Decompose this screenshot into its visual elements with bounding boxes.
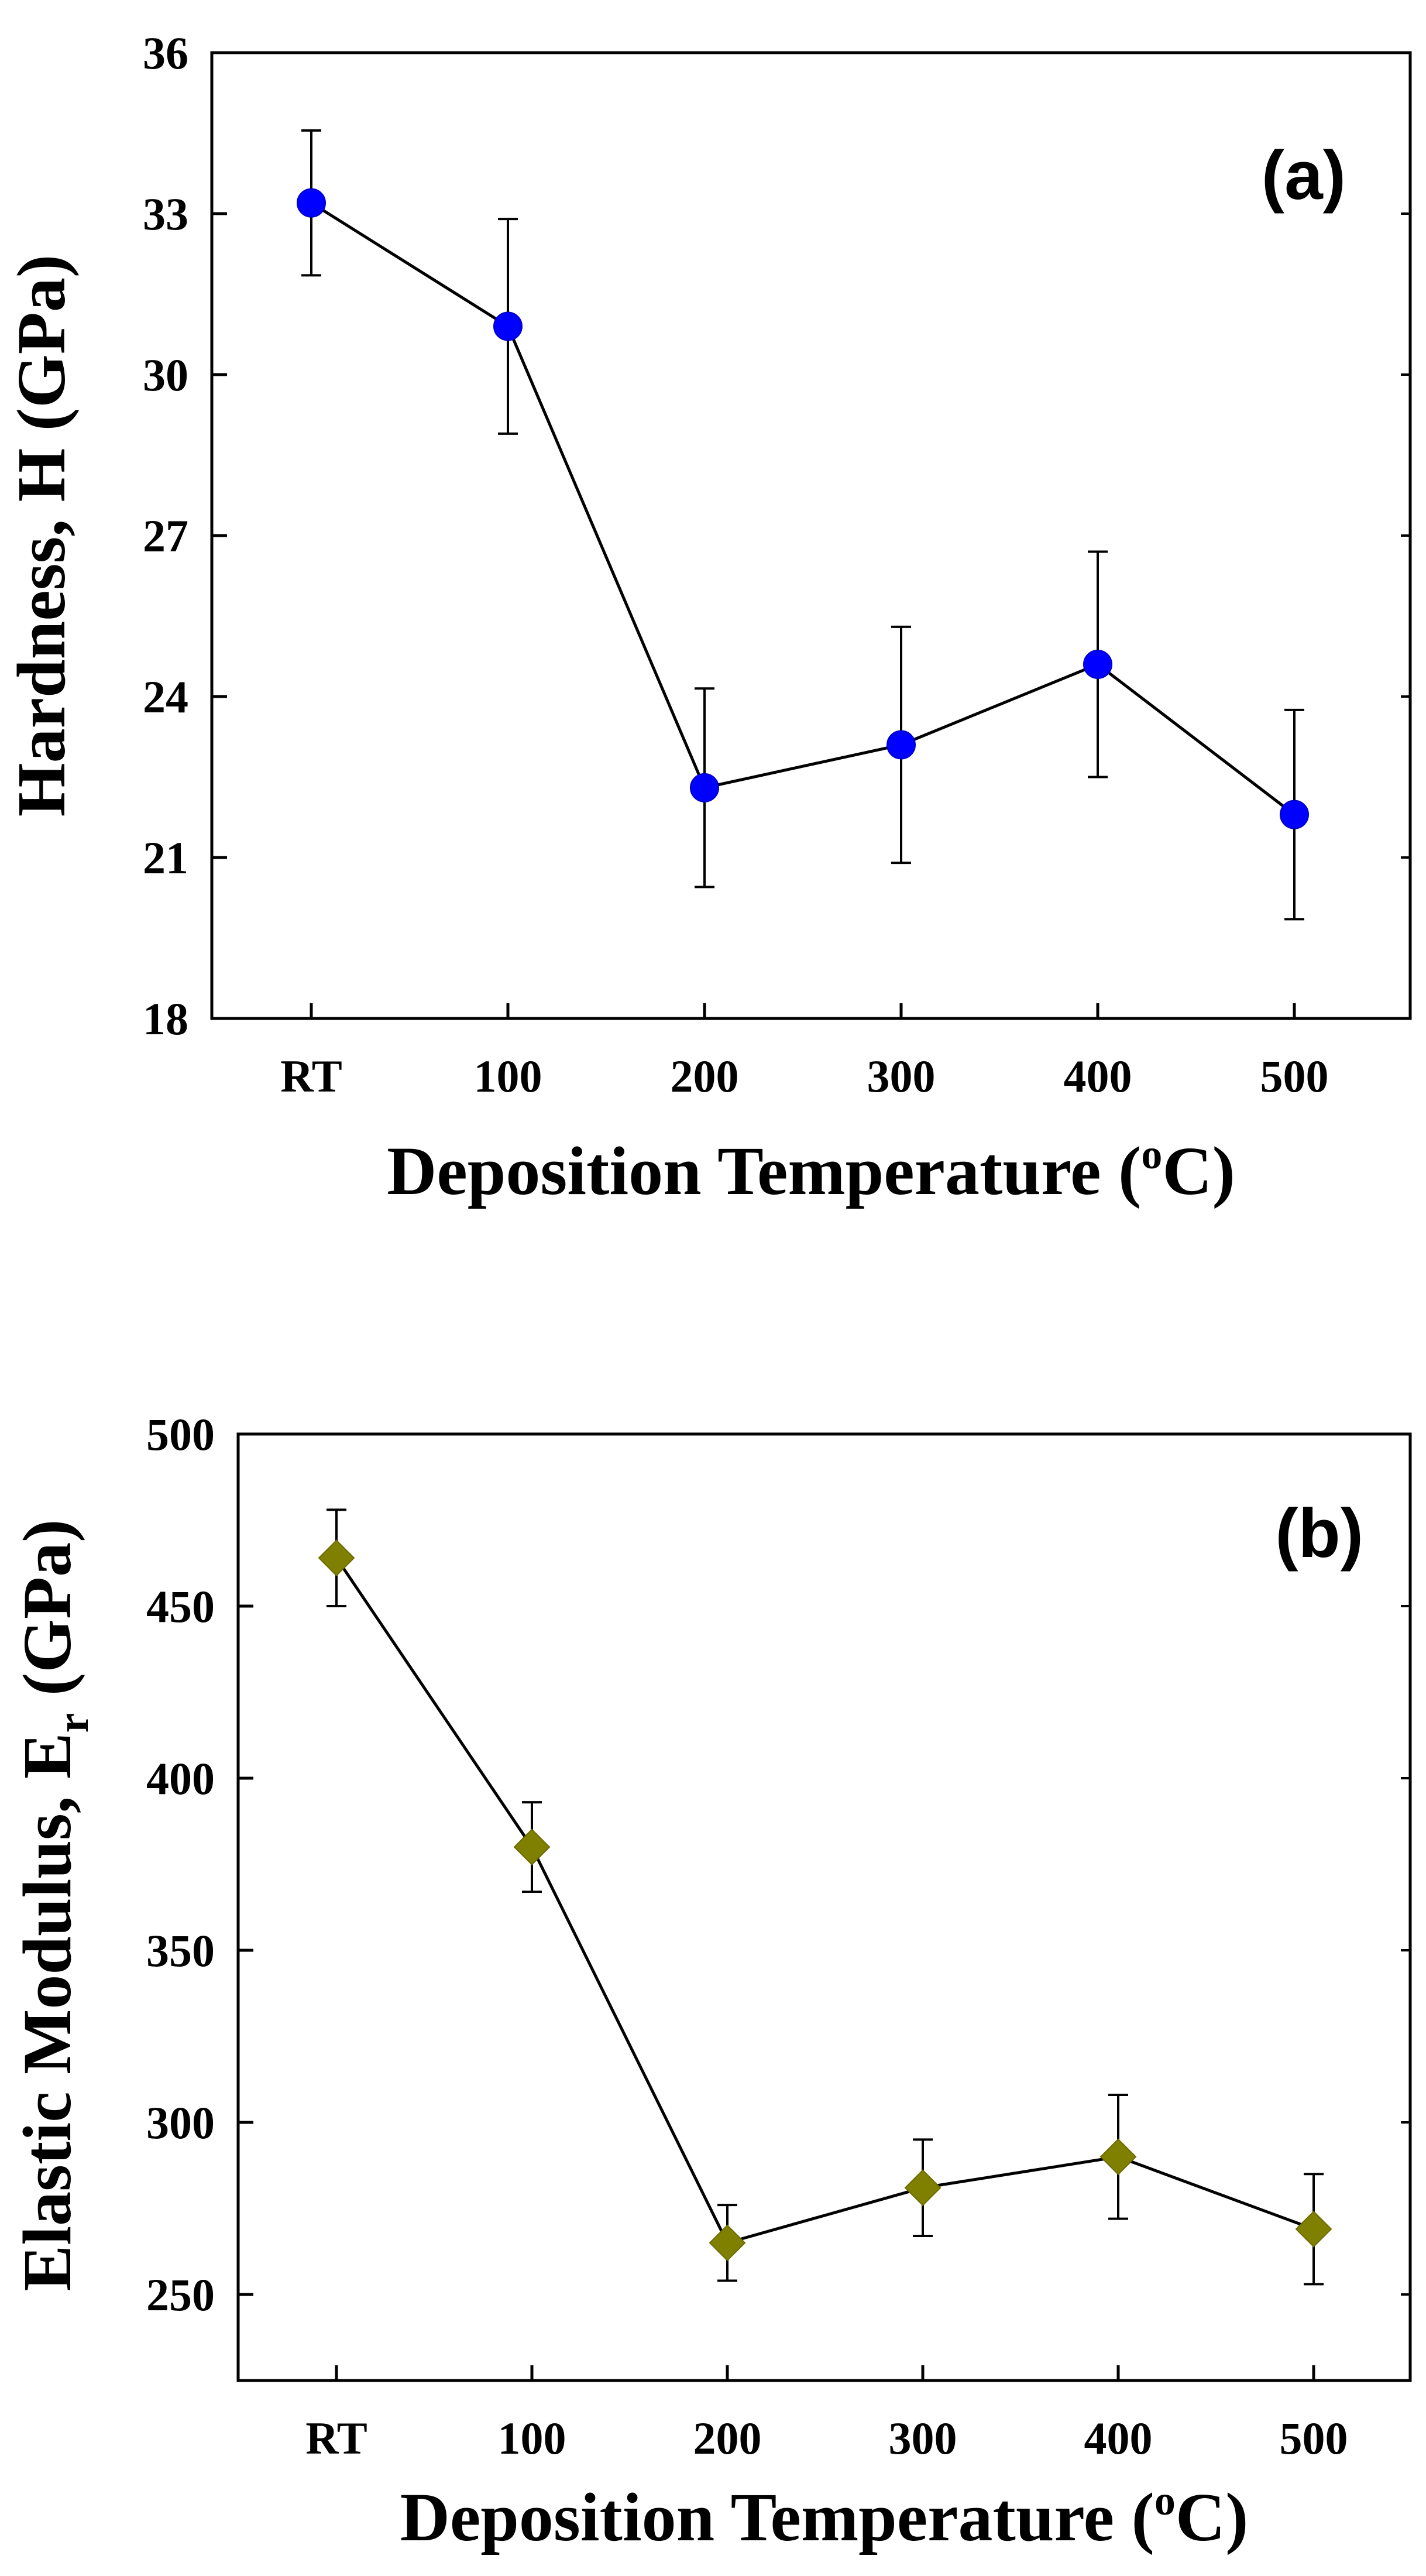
- x-tick-label: 200: [693, 2413, 762, 2464]
- data-point: [904, 2169, 941, 2207]
- x-tick-label: 200: [671, 1051, 739, 1102]
- y-tick-label: 24: [143, 671, 188, 722]
- x-tick-label: 400: [1064, 1051, 1132, 1102]
- y-axis-title: Elastic Modulus, Er (GPa): [9, 1519, 98, 2292]
- x-tick-label: 500: [1280, 2413, 1348, 2464]
- y-tick-label: 350: [146, 1925, 215, 1976]
- series-line: [335, 1557, 1314, 2245]
- data-point: [1083, 650, 1112, 679]
- y-tick-label: 250: [146, 2269, 215, 2320]
- x-tick-label: 400: [1084, 2413, 1153, 2464]
- data-point: [886, 730, 916, 760]
- y-tick-label: 18: [143, 993, 188, 1044]
- data-point: [690, 773, 719, 802]
- series-line: [310, 201, 1296, 816]
- y-tick-label: 33: [143, 188, 188, 239]
- x-tick-label: RT: [305, 2413, 367, 2464]
- y-tick-label: 500: [146, 1409, 215, 1460]
- data-point: [513, 1829, 551, 1866]
- data-point: [297, 188, 326, 218]
- data-point: [709, 2224, 746, 2262]
- x-tick-label: 100: [498, 2413, 566, 2464]
- y-tick-label: 300: [146, 2097, 215, 2148]
- x-tick-label: 300: [889, 2413, 957, 2464]
- data-point: [493, 311, 523, 341]
- y-tick-label: 21: [143, 832, 188, 883]
- x-axis-title: Deposition Temperature (oC): [387, 1131, 1235, 1209]
- data-point: [1295, 2210, 1332, 2248]
- x-axis-title: Deposition Temperature (oC): [400, 2477, 1249, 2556]
- x-tick-label: RT: [280, 1051, 342, 1102]
- chart-panel-b: 250 300 350 400 450 500 RT 100 200 300 400 500 (b) De…: [9, 1409, 1412, 2556]
- data-point: [1099, 2138, 1137, 2176]
- x-tick-label: 300: [867, 1051, 936, 1102]
- y-tick-label: 400: [146, 1753, 215, 1804]
- chart-panel-a: 18 21 24 27 30 33 36 RT 100 200 300 400 500 (a) Deposi…: [3, 28, 1412, 1209]
- y-tick-label: 36: [143, 28, 188, 78]
- y-tick-label: 450: [146, 1581, 215, 1632]
- plot-frame: [236, 1432, 1412, 2382]
- x-tick-label: 500: [1260, 1051, 1329, 1102]
- panel-label: (a): [1262, 137, 1346, 214]
- y-tick-label: 27: [143, 510, 188, 561]
- plot-frame: [210, 51, 1412, 1020]
- data-point: [318, 1539, 355, 1577]
- data-point: [1280, 800, 1309, 829]
- panel-label: (b): [1275, 1495, 1363, 1572]
- x-tick-label: 100: [474, 1051, 542, 1102]
- y-axis-title: Hardness, H (GPa): [3, 255, 80, 817]
- y-tick-label: 30: [143, 349, 188, 400]
